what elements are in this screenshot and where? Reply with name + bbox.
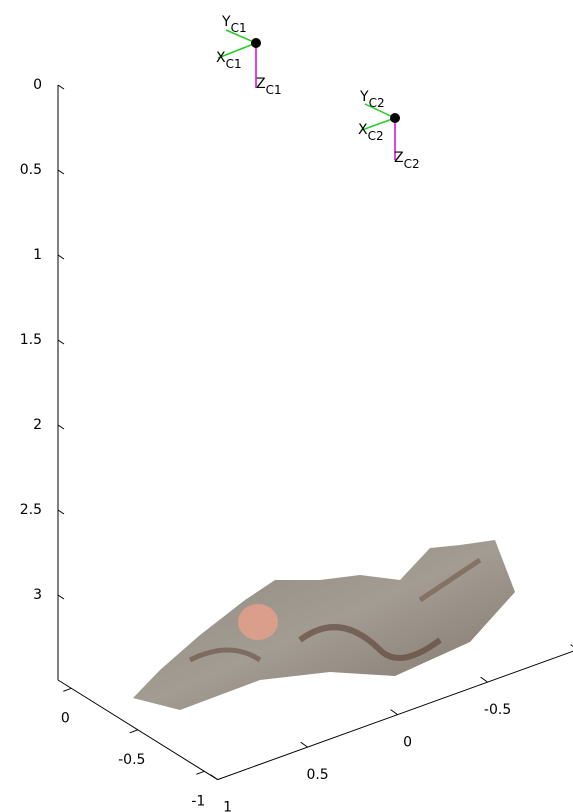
camera-x-axis: [361, 117, 396, 131]
camera-y-axis: [364, 103, 396, 119]
x-tick-label: 0.5: [306, 767, 328, 783]
x-tick: [210, 774, 218, 781]
camera-label: ZC1: [256, 76, 282, 97]
camera-1: YC1 XC1 ZC1: [216, 14, 282, 97]
z-tick-label: 1.5: [20, 332, 42, 348]
z-tick: [57, 254, 65, 260]
z-tick: [57, 84, 65, 90]
anemone: [238, 604, 278, 640]
z-tick-label: 0: [33, 77, 42, 93]
camera-label: YC2: [359, 89, 385, 110]
y-tick-label: -0.5: [118, 752, 145, 768]
camera-label: ZC2: [394, 150, 420, 171]
y-tick: [196, 770, 205, 775]
x-tick: [390, 709, 398, 716]
axis-letter: X: [358, 122, 368, 138]
axis-letter: Z: [394, 150, 404, 166]
camera-label: YC1: [221, 14, 247, 35]
z-tick-label: 1: [33, 247, 42, 263]
z-tick-label: 2.5: [20, 502, 42, 518]
y-tick-label: -1: [191, 793, 205, 809]
camera-center: [390, 113, 400, 123]
reconstructed-surface: [133, 540, 515, 710]
x-tick: [300, 741, 308, 748]
camera-2: YC2 XC2 ZC2: [358, 89, 420, 171]
z-tick-label: 0.5: [20, 162, 42, 178]
axis-subscript: C1: [266, 83, 282, 97]
x-tick-label: 1: [223, 800, 232, 812]
surface-shading: [298, 624, 442, 661]
camera-label: XC1: [216, 50, 242, 71]
z-tick: [57, 339, 65, 345]
z-tick: [57, 424, 65, 430]
y-tick: [63, 687, 72, 692]
surface: [133, 540, 515, 710]
axis-subscript: C1: [231, 21, 247, 35]
axis-subscript: C1: [226, 57, 242, 71]
z-tick: [57, 509, 65, 515]
y-tick: [129, 729, 138, 734]
axis-letter: Y: [221, 14, 231, 30]
axis-subscript: C2: [404, 157, 420, 171]
z-tick: [57, 169, 65, 175]
x-tick: [570, 644, 573, 647]
camera-x-axis: [217, 42, 257, 59]
z-tick-label: 3: [33, 587, 42, 603]
z-tick: [57, 594, 65, 600]
axis-letter: Z: [256, 76, 266, 92]
surface-shading: [188, 647, 262, 663]
axis-subscript: C2: [369, 96, 385, 110]
axis-letter: Y: [359, 89, 369, 105]
z-tick-label: 2: [33, 417, 42, 433]
axis-letter: X: [216, 50, 226, 66]
axis-subscript: C2: [368, 129, 384, 143]
camera-y-axis: [225, 29, 257, 44]
y-tick-label: 0: [61, 710, 70, 726]
x-tick: [480, 676, 488, 683]
camera-label: XC2: [358, 122, 384, 143]
camera-center: [251, 38, 261, 48]
surface-shading: [418, 557, 482, 603]
x-tick-label: 0: [403, 735, 412, 751]
x-tick-label: -0.5: [484, 702, 511, 718]
